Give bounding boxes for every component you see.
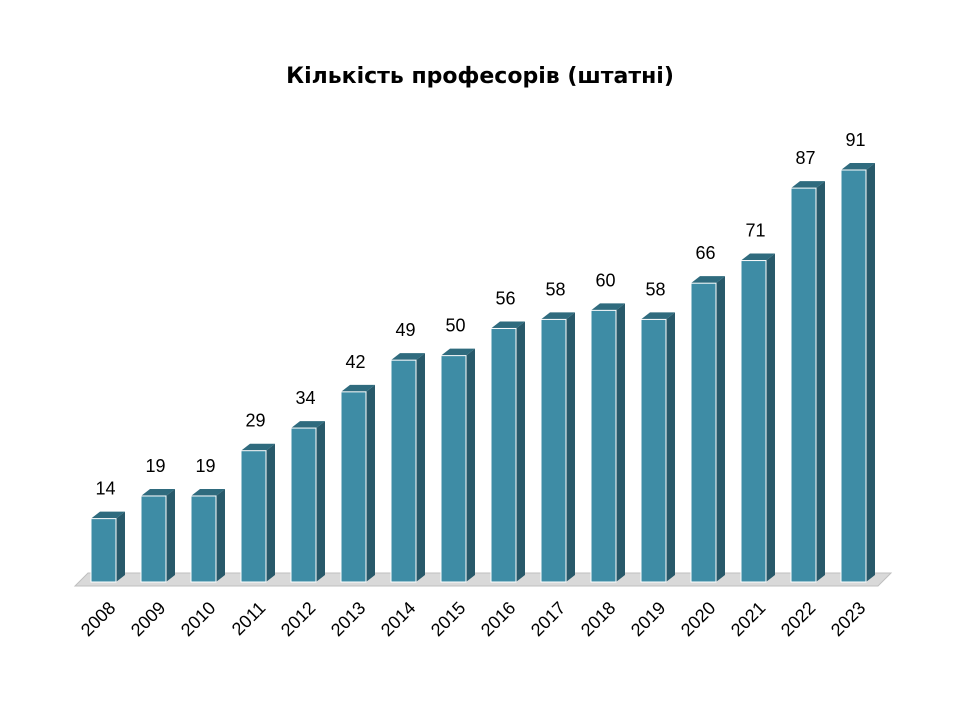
x-tick-label-2008: 2008 <box>77 598 119 640</box>
x-tick-label-2015: 2015 <box>427 598 469 640</box>
bar-top <box>191 488 225 496</box>
data-label-2022: 87 <box>795 148 815 168</box>
bar-2013 <box>340 384 375 583</box>
data-label-2020: 66 <box>695 243 715 263</box>
bar-top <box>391 353 425 361</box>
bar-side <box>366 384 375 582</box>
data-label-2021: 71 <box>745 221 765 241</box>
data-label-2017: 58 <box>545 279 565 299</box>
data-label-2010: 19 <box>195 456 215 476</box>
bar-2017 <box>540 312 575 583</box>
bar-front <box>640 318 667 583</box>
bar-top <box>91 511 125 519</box>
bar-2010 <box>190 488 225 583</box>
bar-side <box>116 511 125 582</box>
bar-front <box>240 450 267 583</box>
bar-front <box>690 282 717 583</box>
bar-2021 <box>740 253 775 583</box>
data-label-2016: 56 <box>495 288 515 308</box>
bar-side <box>866 163 875 582</box>
bar-top <box>791 181 825 189</box>
x-tick-label-2016: 2016 <box>477 598 519 640</box>
bar-side <box>616 303 625 582</box>
bar-side <box>666 312 675 582</box>
bar-top <box>591 303 625 311</box>
bar-side <box>466 348 475 582</box>
bar-top <box>841 163 875 170</box>
bar-top <box>641 312 675 320</box>
chart-floor <box>73 572 893 587</box>
bar-side <box>216 488 225 582</box>
data-label-2011: 29 <box>245 411 265 431</box>
data-label-2014: 49 <box>395 320 415 340</box>
bar-side <box>566 312 575 582</box>
bar-top <box>341 384 375 392</box>
bar-2022 <box>790 181 825 583</box>
bar-front <box>740 260 767 583</box>
x-tick-label-2023: 2023 <box>827 598 869 640</box>
bar-side <box>266 443 275 582</box>
bar-top <box>691 276 725 284</box>
bar-side <box>716 276 725 582</box>
x-tick-label-2019: 2019 <box>627 598 669 640</box>
x-tick-label-2011: 2011 <box>228 598 270 640</box>
bar-front <box>290 427 317 583</box>
bar-side <box>166 488 175 582</box>
bar-top <box>741 253 775 261</box>
bar-front <box>790 187 817 583</box>
bar-2020 <box>690 276 725 583</box>
bar-front <box>90 518 117 583</box>
bar-front <box>390 359 417 583</box>
x-tick-label-2021: 2021 <box>727 598 769 640</box>
bar-2018 <box>590 303 625 583</box>
x-tick-label-2010: 2010 <box>177 598 219 640</box>
x-tick-label-2020: 2020 <box>677 598 719 640</box>
x-tick-label-2017: 2017 <box>527 598 569 640</box>
bar-2012 <box>290 421 325 583</box>
bar-front <box>340 391 367 583</box>
bar-top <box>291 421 325 429</box>
bar-side <box>516 321 525 582</box>
bar-front <box>590 309 617 583</box>
bar-top <box>441 348 475 356</box>
bar-side <box>766 253 775 583</box>
x-tick-label-2012: 2012 <box>277 598 319 640</box>
bar-top <box>241 443 275 451</box>
bar-2015 <box>440 348 475 583</box>
x-tick-label-2022: 2022 <box>777 598 819 640</box>
bar-top <box>541 312 575 320</box>
x-tick-label-2018: 2018 <box>577 598 619 640</box>
bar-front <box>140 495 167 583</box>
bar-front <box>840 169 867 583</box>
bar-front <box>440 355 467 583</box>
bar-side <box>816 181 825 582</box>
x-tick-label-2013: 2013 <box>327 598 369 640</box>
bar-top <box>491 321 525 329</box>
data-label-2013: 42 <box>345 352 365 372</box>
data-label-2018: 60 <box>595 270 615 290</box>
data-label-2023: 91 <box>845 130 865 150</box>
bar-2008 <box>90 511 125 583</box>
bar-2011 <box>240 443 275 583</box>
bar-front <box>490 327 517 583</box>
bar-2016 <box>490 321 525 583</box>
bar-front <box>540 318 567 583</box>
bar-front <box>190 495 217 583</box>
bar-2014 <box>390 353 425 583</box>
bar-top <box>141 488 175 496</box>
bar-2019 <box>640 312 675 583</box>
x-tick-label-2014: 2014 <box>377 598 419 640</box>
data-label-2015: 50 <box>445 316 465 336</box>
bar-side <box>316 421 325 582</box>
x-tick-label-2009: 2009 <box>127 598 169 640</box>
bar-2009 <box>140 488 175 583</box>
data-label-2012: 34 <box>295 388 315 408</box>
chart-title: Кількість професорів (штатні) <box>286 64 674 89</box>
bar-2023 <box>840 163 875 583</box>
data-label-2008: 14 <box>95 479 115 499</box>
bar-side <box>416 353 425 582</box>
data-label-2009: 19 <box>145 456 165 476</box>
data-label-2019: 58 <box>645 279 665 299</box>
